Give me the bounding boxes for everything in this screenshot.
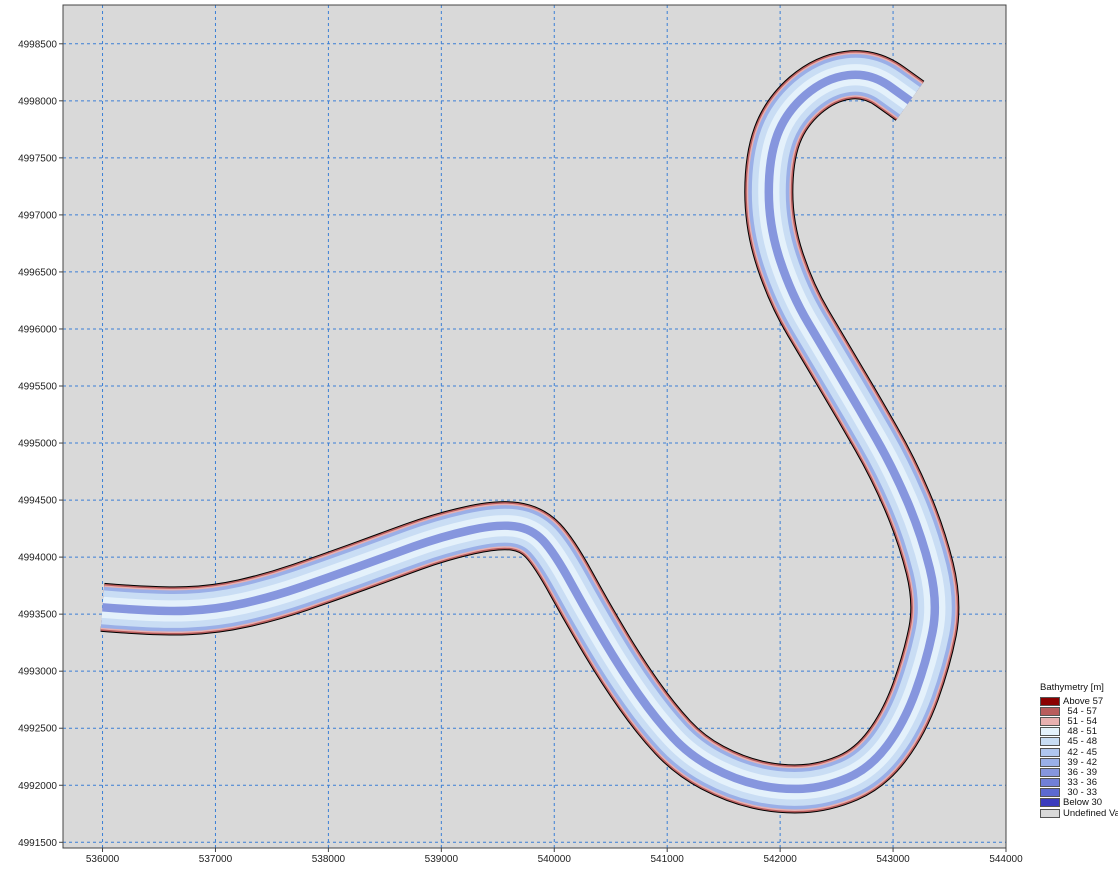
- legend-swatch: [1040, 778, 1060, 788]
- x-axis-ticks: 536000 537000 538000 539000 540000 541000 5420…: [86, 848, 1023, 865]
- legend-label: Undefined Value: [1063, 807, 1118, 819]
- legend-label: 33 - 36: [1067, 777, 1097, 789]
- legend-label: Below 30: [1063, 797, 1103, 809]
- legend-swatch: [1040, 716, 1060, 726]
- x-tick-label: 538000: [312, 854, 346, 865]
- y-tick-label: 4995000: [18, 439, 57, 450]
- y-tick-label: 4996000: [18, 324, 57, 335]
- x-tick-label: 542000: [763, 854, 797, 865]
- y-tick-label: 4998000: [18, 96, 57, 107]
- y-tick-label: 4994000: [18, 553, 57, 564]
- river-band-36-39: [102, 70, 940, 794]
- legend-swatch: [1040, 757, 1060, 767]
- y-tick-label: 4993500: [18, 610, 57, 621]
- river-channel: [100, 50, 960, 814]
- y-tick-label: 4993000: [18, 667, 57, 678]
- legend-label: Above 57: [1063, 695, 1104, 707]
- legend-label: 51 - 54: [1067, 715, 1097, 727]
- legend-item: 45 - 48: [1040, 736, 1118, 748]
- legend-title: Bathymetry [m]: [1040, 682, 1104, 693]
- x-tick-label: 543000: [876, 854, 910, 865]
- legend-label: 45 - 48: [1067, 736, 1097, 748]
- y-tick-label: 4997500: [18, 153, 57, 164]
- legend-label: 54 - 57: [1067, 705, 1097, 717]
- x-tick-label: 541000: [651, 854, 685, 865]
- legend-label: 42 - 45: [1067, 746, 1097, 758]
- legend-swatch: [1040, 747, 1060, 757]
- legend-swatch: [1040, 696, 1060, 706]
- legend-item: Undefined Value: [1040, 807, 1118, 819]
- legend-label: 39 - 42: [1067, 756, 1097, 768]
- x-tick-label: 539000: [425, 854, 459, 865]
- y-tick-label: 4997000: [18, 210, 57, 221]
- legend-item: 48 - 51: [1040, 726, 1118, 738]
- legend-swatch: [1040, 798, 1060, 808]
- legend-swatch: [1040, 788, 1060, 798]
- legend-swatch: [1040, 767, 1060, 777]
- y-axis-ticks: 4991500 4992000 4992500 4993000 4993500 49940…: [18, 39, 63, 849]
- x-tick-label: 537000: [199, 854, 233, 865]
- y-tick-label: 4992000: [18, 781, 57, 792]
- legend-item: Below 30: [1040, 797, 1118, 809]
- legend: Bathymetry [m] Above 57 54 - 57 51 - 54 48 …: [1040, 682, 1118, 819]
- y-tick-label: 4998500: [18, 39, 57, 50]
- legend-label: 36 - 39: [1067, 766, 1097, 778]
- legend-items: Above 57 54 - 57 51 - 54 48 - 51 45 - 48 42 -…: [1040, 695, 1118, 819]
- legend-item: 39 - 42: [1040, 756, 1118, 768]
- plot-frame: [62, 4, 1007, 849]
- y-tick-label: 4996500: [18, 267, 57, 278]
- legend-swatch: [1040, 727, 1060, 737]
- x-tick-label: 536000: [86, 854, 120, 865]
- legend-label: 48 - 51: [1067, 726, 1097, 738]
- legend-item: 30 - 33: [1040, 787, 1118, 799]
- y-tick-label: 4994500: [18, 496, 57, 507]
- legend-item: 54 - 57: [1040, 705, 1118, 717]
- legend-item: 36 - 39: [1040, 766, 1118, 778]
- legend-item: 33 - 36: [1040, 777, 1118, 789]
- legend-item: 51 - 54: [1040, 715, 1118, 727]
- x-tick-label: 540000: [538, 854, 572, 865]
- legend-swatch: [1040, 706, 1060, 716]
- legend-swatch: [1040, 808, 1060, 818]
- legend-swatch: [1040, 737, 1060, 747]
- legend-label: 30 - 33: [1067, 787, 1097, 799]
- y-tick-label: 4991500: [18, 838, 57, 849]
- x-tick-label: 544000: [989, 854, 1023, 865]
- legend-item: 42 - 45: [1040, 746, 1118, 758]
- y-tick-label: 4995500: [18, 382, 57, 393]
- legend-item: Above 57: [1040, 695, 1118, 707]
- y-tick-label: 4992500: [18, 724, 57, 735]
